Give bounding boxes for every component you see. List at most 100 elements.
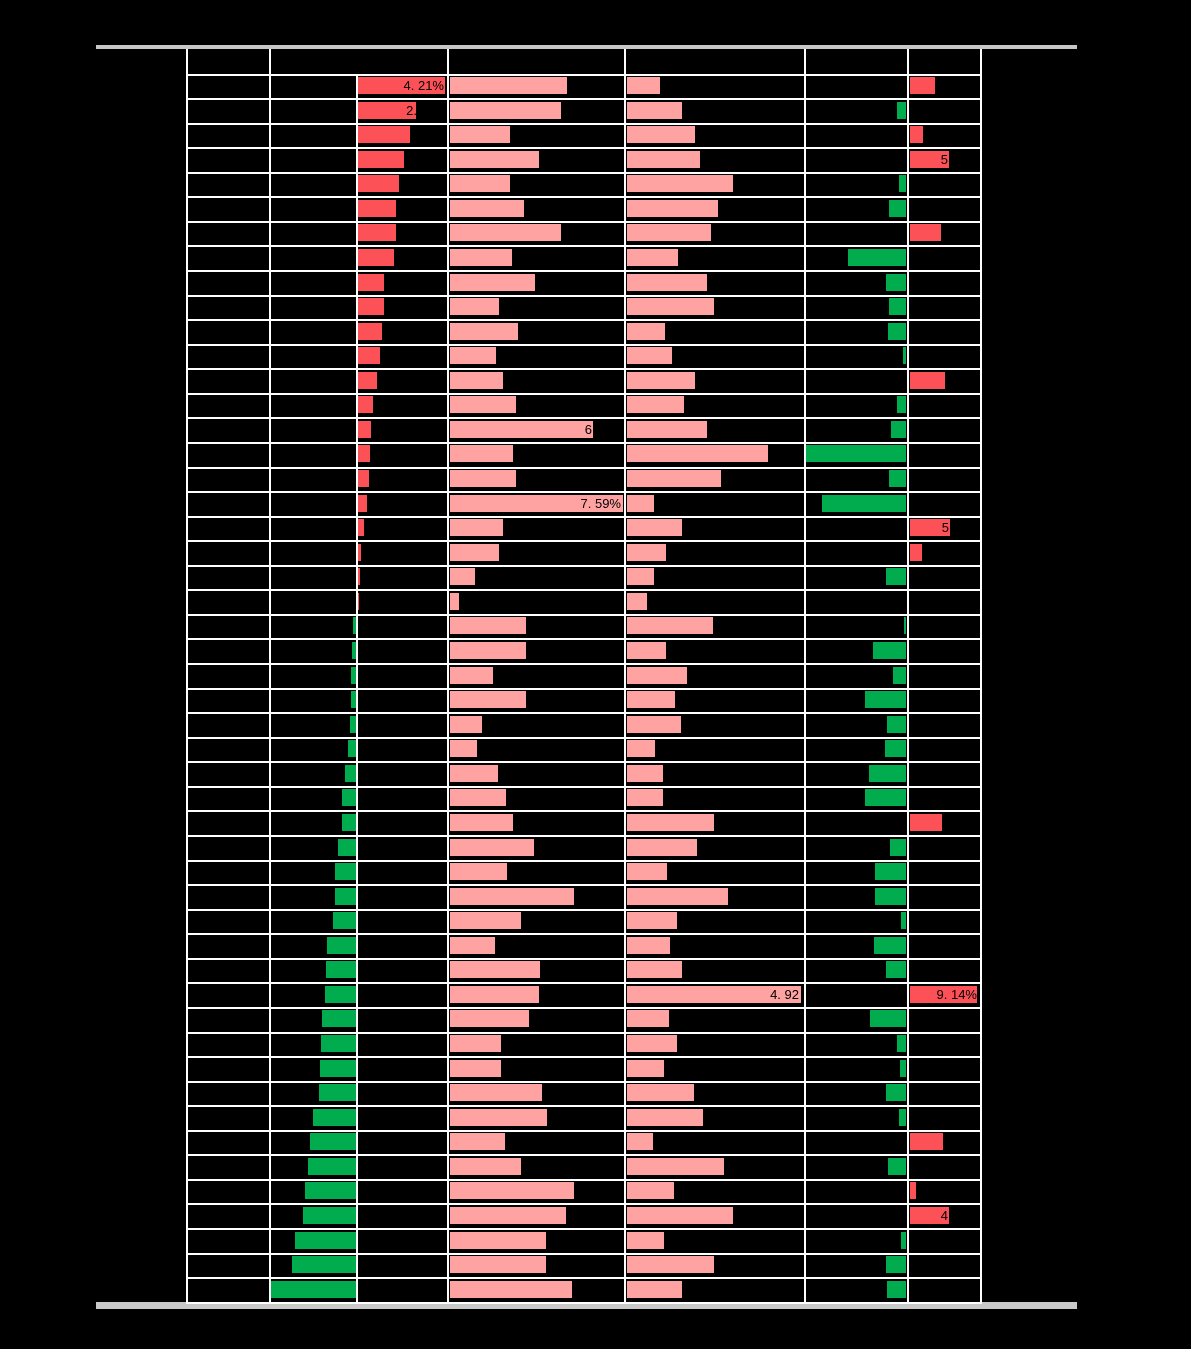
table-row[interactable] <box>186 688 982 713</box>
change-bar-up <box>358 593 359 610</box>
table-row[interactable] <box>186 541 982 566</box>
inflow-bar <box>897 102 906 119</box>
table-row[interactable] <box>186 467 982 492</box>
table-row[interactable] <box>186 172 982 197</box>
table-row[interactable] <box>186 369 982 394</box>
change-bar-up <box>358 298 384 315</box>
metric-e-bar <box>627 1109 703 1126</box>
table-row[interactable] <box>186 1155 982 1180</box>
table-row[interactable] <box>186 713 982 738</box>
metric-d-bar <box>450 323 518 340</box>
metric-d-bar <box>450 421 593 438</box>
change-bar-down <box>325 986 356 1003</box>
change-bar-down <box>352 642 356 659</box>
metric-d-bar <box>450 863 507 880</box>
table-row[interactable] <box>186 811 982 836</box>
table-row[interactable] <box>186 590 982 615</box>
table-bottom-rule <box>96 1302 1077 1309</box>
metric-e-bar <box>627 396 684 413</box>
change-bar-up <box>358 200 396 217</box>
table-row[interactable] <box>186 934 982 959</box>
table-row[interactable] <box>186 565 982 590</box>
change-bar-up <box>358 519 364 536</box>
table-row[interactable] <box>186 320 982 345</box>
grid-line <box>186 1032 982 1034</box>
table-row[interactable] <box>186 836 982 861</box>
grid-line <box>186 172 982 174</box>
metric-d-bar <box>450 249 512 266</box>
table-row[interactable] <box>186 860 982 885</box>
grid-line <box>907 49 909 1302</box>
metric-d-bar <box>450 298 499 315</box>
inflow-bar <box>889 200 906 217</box>
table-row[interactable] <box>186 197 982 222</box>
metric-e-bar <box>627 151 700 168</box>
table-row[interactable] <box>186 1007 982 1032</box>
table-row[interactable] <box>186 123 982 148</box>
grid-line <box>186 123 982 125</box>
outflow-bar <box>910 77 935 94</box>
metric-e-bar <box>627 1035 677 1052</box>
change-bar-up <box>358 274 384 291</box>
change-bar-down <box>345 765 356 782</box>
table-row[interactable] <box>186 1130 982 1155</box>
table-row[interactable] <box>186 1081 982 1106</box>
grid-line <box>186 393 982 395</box>
inflow-bar <box>885 740 906 757</box>
inflow-bar <box>870 1010 906 1027</box>
grid-line <box>186 1056 982 1058</box>
table-row[interactable] <box>186 762 982 787</box>
change-bar-down <box>322 1010 356 1027</box>
grid-line <box>186 761 982 763</box>
grid-line <box>186 663 982 665</box>
table-row[interactable] <box>186 1106 982 1131</box>
change-bar-down <box>303 1207 356 1224</box>
grid-line <box>186 810 982 812</box>
table-row[interactable] <box>186 344 982 369</box>
inflow-bar <box>897 1035 906 1052</box>
table-row[interactable] <box>186 393 982 418</box>
metric-d-bar <box>450 274 535 291</box>
metric-e-bar <box>627 1133 653 1150</box>
metric-d-bar <box>450 642 526 659</box>
bar-value-label: 5 <box>940 152 948 167</box>
inflow-bar <box>886 1256 906 1273</box>
metric-d-bar <box>450 1010 529 1027</box>
table-row[interactable] <box>186 1032 982 1057</box>
table-row[interactable] <box>186 271 982 296</box>
grid-line <box>186 295 982 297</box>
table-row[interactable] <box>186 639 982 664</box>
bar-value-label: 2. <box>406 103 417 118</box>
grid-line <box>186 368 982 370</box>
metric-d-bar <box>450 617 526 634</box>
inflow-bar <box>899 175 906 192</box>
metric-e-bar <box>627 839 697 856</box>
metric-d-bar <box>450 667 493 684</box>
metric-e-bar <box>627 1084 694 1101</box>
table-row[interactable] <box>186 786 982 811</box>
metric-d-bar <box>450 151 539 168</box>
table-row[interactable] <box>186 614 982 639</box>
table-row[interactable] <box>186 909 982 934</box>
metric-d-bar <box>450 544 499 561</box>
table-row[interactable] <box>186 737 982 762</box>
metric-d-bar <box>450 1109 547 1126</box>
table-row[interactable] <box>186 885 982 910</box>
table-row[interactable] <box>186 221 982 246</box>
metric-d-bar <box>450 716 482 733</box>
table-row[interactable] <box>186 958 982 983</box>
inflow-bar <box>891 421 906 438</box>
table-row[interactable] <box>186 295 982 320</box>
table-row[interactable] <box>186 1057 982 1082</box>
inflow-bar <box>865 789 906 806</box>
change-bar-up <box>358 77 445 94</box>
inflow-bar <box>875 888 906 905</box>
metric-d-bar <box>450 1060 501 1077</box>
table-row[interactable] <box>186 664 982 689</box>
grid-line <box>186 638 982 640</box>
grid-line <box>186 417 982 419</box>
metric-e-bar <box>627 740 655 757</box>
bar-value-label: 5 <box>941 520 949 535</box>
table-row[interactable] <box>186 74 982 99</box>
